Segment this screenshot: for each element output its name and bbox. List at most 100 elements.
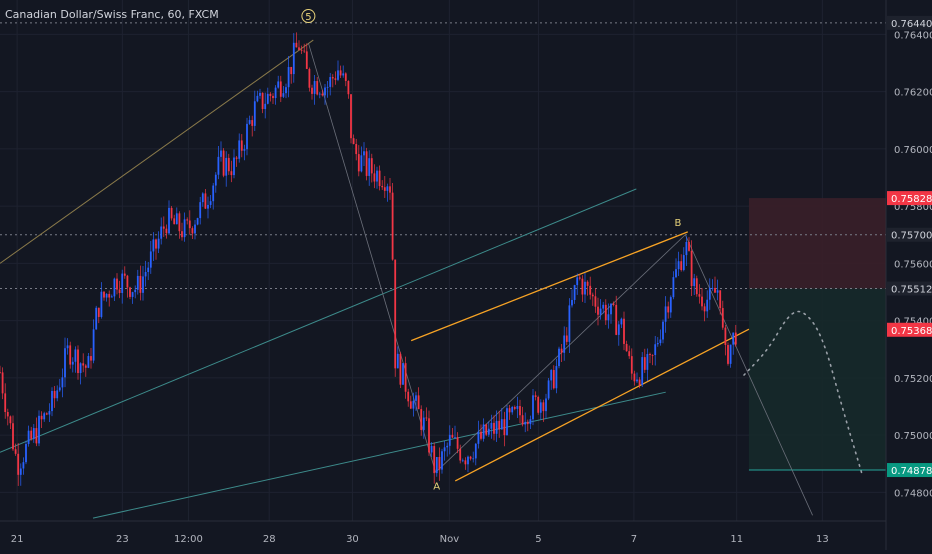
- time-tick-label: 5: [535, 534, 541, 545]
- time-tick-label: 12:00: [174, 534, 203, 545]
- candle-body: [685, 242, 688, 256]
- price-marker-label: 0.74878: [891, 466, 932, 477]
- candle-body: [12, 423, 14, 450]
- candle-body: [568, 305, 571, 342]
- candle-body: [82, 363, 85, 366]
- candle-body: [534, 395, 537, 397]
- candle-body: [344, 73, 347, 81]
- candlestick-series: [0, 32, 737, 486]
- candle-body: [703, 306, 706, 312]
- candle-body: [456, 437, 459, 449]
- candle-body: [134, 289, 137, 293]
- time-tick-label: 23: [116, 534, 129, 545]
- candle-body: [428, 418, 430, 453]
- candle-body: [506, 408, 508, 436]
- candle-body: [183, 219, 186, 238]
- candle-body: [303, 50, 306, 52]
- price-marker-label: 0.75512: [891, 285, 932, 296]
- candle-body: [438, 457, 441, 470]
- candle-body: [48, 411, 51, 415]
- candle-body: [45, 413, 48, 415]
- candle-body: [459, 448, 462, 461]
- candle-body: [454, 437, 456, 438]
- candle-body: [615, 304, 618, 335]
- price-marker-label: 0.75828: [891, 194, 932, 205]
- candle-body: [282, 93, 285, 97]
- trend-line: [0, 39, 314, 264]
- candle-body: [17, 453, 20, 475]
- candle-body: [261, 92, 264, 110]
- candle-body: [311, 87, 313, 94]
- candle-body: [547, 380, 550, 399]
- candle-body: [485, 424, 488, 435]
- candle-body: [641, 357, 644, 385]
- take-profit-zone: [748, 288, 886, 471]
- candle-body: [113, 278, 116, 297]
- candle-body: [594, 296, 597, 307]
- candle-body: [212, 185, 215, 202]
- candle-body: [589, 285, 592, 295]
- candle-body: [136, 275, 139, 290]
- candle-body: [565, 335, 568, 342]
- candle-body: [734, 332, 737, 345]
- price-tick-label: 0.76200: [894, 88, 932, 99]
- candle-body: [477, 431, 480, 444]
- price-marker-box: [887, 463, 932, 478]
- candle-body: [199, 202, 202, 219]
- candle-body: [701, 296, 703, 307]
- candle-body: [552, 370, 555, 389]
- candle-body: [649, 354, 651, 355]
- candle-body: [326, 86, 329, 88]
- candle-body: [32, 428, 35, 439]
- candle-body: [51, 390, 53, 412]
- candle-body: [386, 186, 389, 191]
- candle-body: [233, 157, 235, 176]
- price-marker-box: [887, 281, 932, 296]
- candle-body: [519, 406, 521, 416]
- candle-body: [324, 87, 326, 96]
- candle-body: [708, 288, 711, 300]
- candle-body: [295, 42, 298, 48]
- candle-body: [672, 277, 675, 298]
- price-marker-label: 0.75700: [891, 231, 932, 242]
- price-marker-box: [887, 227, 932, 242]
- price-marker-box: [887, 191, 932, 206]
- trend-line: [435, 234, 686, 473]
- price-axis[interactable]: 0.76400 0.76200 0.76000 0.75800 0.75600 0.754…: [894, 30, 932, 499]
- candle-body: [368, 158, 371, 176]
- candle-body: [560, 348, 563, 353]
- candle-body: [178, 213, 181, 232]
- candle-body: [727, 345, 729, 364]
- candle-body: [165, 228, 168, 234]
- position-zones: [748, 198, 886, 471]
- candle-body: [238, 140, 241, 159]
- candle-body: [422, 417, 425, 430]
- candle-body: [97, 307, 100, 317]
- candle-body: [162, 226, 165, 229]
- time-tick-label: 28: [263, 534, 276, 545]
- time-axis[interactable]: 21 23 12:00 28 30 Nov 5 7 11 13: [11, 534, 829, 545]
- candle-body: [90, 356, 92, 361]
- price-marker-box: [887, 15, 932, 30]
- candle-body: [412, 400, 415, 409]
- candle-body: [256, 95, 259, 102]
- candle-body: [503, 419, 506, 436]
- candle-body: [667, 306, 670, 313]
- candle-body: [693, 278, 696, 287]
- candle-body: [675, 269, 677, 278]
- candle-body: [259, 92, 261, 96]
- candle-body: [490, 422, 493, 429]
- candle-body: [14, 449, 17, 454]
- price-tick-label: 0.75200: [894, 374, 932, 385]
- candle-body: [729, 344, 732, 364]
- candle-body: [555, 366, 558, 389]
- candle-body: [612, 303, 615, 305]
- candle-body: [194, 224, 196, 234]
- candle-body: [9, 416, 12, 424]
- price-tick-label: 0.75800: [894, 202, 932, 213]
- candle-body: [480, 431, 482, 439]
- candle-body: [66, 345, 69, 349]
- candle-body: [279, 81, 282, 97]
